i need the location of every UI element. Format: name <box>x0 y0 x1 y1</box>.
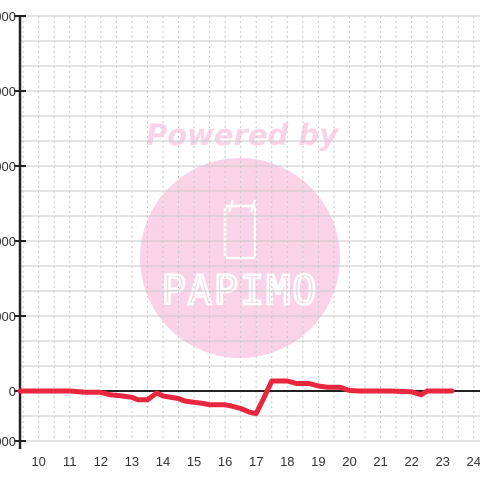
y-tick-label: 30,000 <box>0 309 16 324</box>
series-layer <box>17 378 455 416</box>
x-tick-label: 21 <box>373 454 387 469</box>
powered-by-text: Powered by <box>146 118 339 152</box>
y-tick-label: 150,000 <box>0 9 16 24</box>
y-tick-label: 120,000 <box>0 84 16 99</box>
x-tick-label: 16 <box>218 454 232 469</box>
y-tick-labels: 150,000 120,000 90,000 60,000 30,000 0 -20,000 <box>0 9 16 449</box>
x-tick-label: 20 <box>342 454 356 469</box>
x-tick-label: 12 <box>94 454 108 469</box>
x-tick-label: 18 <box>280 454 294 469</box>
x-tick-label: 23 <box>435 454 449 469</box>
x-tick-label: 15 <box>187 454 201 469</box>
x-tick-labels: 10 11 12 13 14 15 16 17 18 19 20 21 22 23 24 <box>31 454 480 469</box>
x-tick-label: 22 <box>404 454 418 469</box>
major-grid <box>20 15 480 442</box>
x-tick-label: 17 <box>249 454 263 469</box>
y-tick-label: 0 <box>9 384 16 399</box>
x-tick-label: 14 <box>156 454 170 469</box>
y-tick-label: 90,000 <box>0 159 16 174</box>
y-tick-label: -20,000 <box>0 434 16 449</box>
x-tick-label: 13 <box>125 454 139 469</box>
x-tick-label: 19 <box>311 454 325 469</box>
series-line <box>17 378 455 416</box>
x-tick-label: 11 <box>63 454 77 469</box>
watermark: Powered by PAPIMO <box>140 118 340 358</box>
y-tick-label: 60,000 <box>0 234 16 249</box>
x-tick-label: 10 <box>31 454 45 469</box>
x-tick-label: 24 <box>467 454 480 469</box>
minor-grid <box>22 16 475 441</box>
